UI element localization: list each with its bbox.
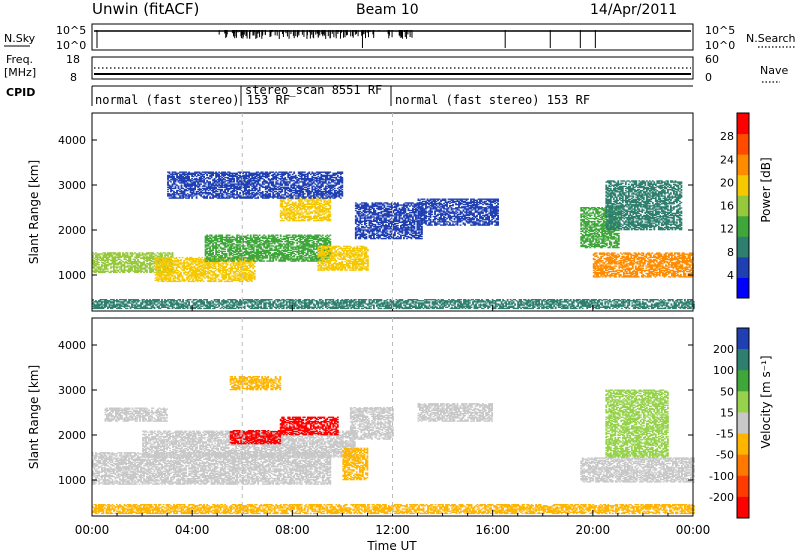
echo-cell xyxy=(215,266,217,267)
echo-cell xyxy=(227,263,229,264)
echo-cell xyxy=(182,275,184,276)
echo-cell xyxy=(100,256,102,257)
echo-cell xyxy=(247,235,249,236)
echo-cell xyxy=(226,253,228,254)
echo-cell xyxy=(182,269,184,270)
echo-cell xyxy=(259,235,261,236)
echo-cell xyxy=(254,270,256,271)
echo-cell xyxy=(224,251,226,252)
freq-label: Freq. xyxy=(6,53,33,66)
echo-cell xyxy=(254,275,256,276)
echo-cell xyxy=(201,279,203,280)
echo-cell xyxy=(180,259,182,260)
echo-cell xyxy=(98,262,100,263)
echo-cell xyxy=(174,275,176,276)
nsky-trace xyxy=(94,30,691,48)
echo-cell xyxy=(218,274,220,275)
echo-cell xyxy=(179,257,181,258)
echo-cell xyxy=(233,260,235,261)
freq-tick-bottom: 8 xyxy=(70,71,77,84)
echo-cell xyxy=(180,272,182,273)
nave-label: Nave xyxy=(760,64,788,77)
nsky-label: N.Sky xyxy=(4,32,36,45)
echo-cell xyxy=(107,268,109,269)
echo-cell xyxy=(98,264,100,265)
cpid-label: CPID xyxy=(6,86,35,99)
echo-cell xyxy=(250,235,252,236)
echo-cell xyxy=(254,273,256,274)
echo-cell xyxy=(121,262,123,263)
echo-cell xyxy=(229,235,231,236)
echo-region-2 xyxy=(205,235,331,262)
echo-cell xyxy=(242,269,244,270)
echo-cell xyxy=(221,235,223,236)
echo-cell xyxy=(179,279,181,280)
echo-cell xyxy=(244,245,246,246)
echo-cell xyxy=(176,257,178,258)
freq-unit-label: [MHz] xyxy=(4,66,36,79)
beam-label: Beam 10 xyxy=(356,2,419,18)
echo-cell xyxy=(201,257,203,258)
nsearch-tick-bottom: 10^0 xyxy=(705,39,735,52)
nave-tick-bottom: 0 xyxy=(705,71,712,84)
cpid-segment-3: normal (fast stereo) 153 RF xyxy=(395,93,590,107)
echo-cell xyxy=(179,266,181,267)
echo-cell xyxy=(173,267,175,268)
echo-cell xyxy=(242,280,244,281)
echo-cell xyxy=(156,261,158,262)
echo-cell xyxy=(203,281,205,282)
echo-cell xyxy=(263,260,265,261)
echo-cell xyxy=(127,252,129,253)
echo-cell xyxy=(224,249,226,250)
echo-cell xyxy=(182,265,184,266)
echo-cell xyxy=(242,255,244,256)
nsearch-label: N.Search xyxy=(746,32,796,45)
echo-cell xyxy=(172,252,174,253)
freq-tick-top: 18 xyxy=(66,53,80,66)
echo-cell xyxy=(119,252,121,253)
echo-cell xyxy=(238,260,240,261)
nave-tick-top: 60 xyxy=(705,53,719,66)
echo-cell xyxy=(165,257,167,258)
echo-cell xyxy=(211,235,213,236)
echo-cell xyxy=(146,270,148,271)
echo-cell xyxy=(121,256,123,257)
echo-cell xyxy=(212,252,214,253)
echo-cell xyxy=(137,259,139,260)
echo-cell xyxy=(182,262,184,263)
echo-cell xyxy=(182,257,184,258)
cpid-segment-2: stereo_scan 8551 RF xyxy=(245,83,382,97)
echo-cell xyxy=(139,252,141,253)
plot-title: Unwin (fitACF) xyxy=(92,0,199,18)
radar-summary-plot: Unwin (fitACF) Beam 10 14/Apr/2011 N.Sky… xyxy=(0,0,800,554)
echo-cell xyxy=(121,260,123,261)
echo-cell xyxy=(254,266,256,267)
nsky-tick-top: 10^5 xyxy=(56,24,86,37)
nsearch-tick-top: 10^5 xyxy=(705,24,735,37)
power-heatmap xyxy=(92,172,695,310)
nsky-tick-bottom: 10^0 xyxy=(56,39,86,52)
date-label: 14/Apr/2011 xyxy=(590,2,677,18)
echo-cell xyxy=(260,246,262,247)
echo-cell xyxy=(242,238,244,239)
